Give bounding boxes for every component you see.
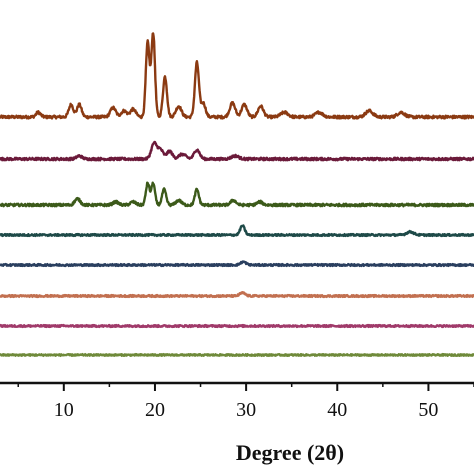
x-tick-label-30: 30 — [236, 399, 256, 421]
xrd-pattern-4 — [0, 224, 474, 238]
series-layer — [0, 32, 474, 357]
xrd-pattern-7 — [0, 323, 474, 329]
xrd-pattern-1 — [0, 32, 474, 120]
x-axis-title: Degree (2θ) — [236, 440, 344, 465]
xrd-pattern-6 — [0, 291, 474, 299]
tick-layer: 10 20 30 40 50 — [17, 383, 474, 421]
x-tick-label-10: 10 — [54, 399, 74, 421]
xrd-pattern-5 — [0, 260, 474, 268]
x-tick-label-20: 20 — [145, 399, 165, 421]
xrd-pattern-8 — [0, 353, 474, 357]
xrd-pattern-3 — [0, 181, 474, 208]
x-tick-label-40: 40 — [327, 399, 347, 421]
x-tick-label-50: 50 — [418, 399, 438, 421]
xrd-pattern-2 — [0, 140, 474, 162]
